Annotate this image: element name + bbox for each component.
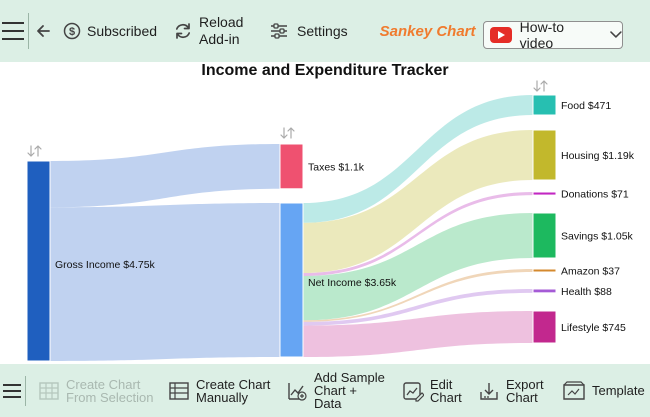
- sankey-node-lifestyle[interactable]: [532, 310, 557, 344]
- sankey-node-taxes[interactable]: [279, 143, 304, 190]
- create-chart-from-selection-button[interactable]: Create Chart From Selection: [38, 378, 154, 404]
- sort-arrows-icon[interactable]: [533, 80, 548, 92]
- sankey-node-label-amazon: Amazon $37: [561, 266, 620, 278]
- sankey-node-gross[interactable]: [26, 160, 51, 362]
- sankey-link-gross-taxes[interactable]: [50, 144, 280, 208]
- subscribed-label: Subscribed: [87, 23, 158, 39]
- top-toolbar: $ Subscribed Reload Add-in Settings Sank…: [0, 0, 650, 62]
- sankey-link-net-donations[interactable]: [303, 192, 533, 277]
- sankey-node-health[interactable]: [532, 288, 557, 294]
- sankey-node-label-savings: Savings $1.05k: [561, 231, 634, 243]
- sankey-link-net-amazon[interactable]: [303, 269, 533, 322]
- sort-arrows-icon[interactable]: [280, 127, 295, 139]
- sankey-node-label-health: Health $88: [561, 286, 612, 298]
- edit-chart-button[interactable]: Edit Chart: [402, 378, 464, 404]
- sankey-node-savings[interactable]: [532, 212, 557, 259]
- template-label: Template: [592, 383, 645, 398]
- settings-label: Settings: [297, 23, 348, 39]
- sankey-node-donations[interactable]: [532, 191, 557, 196]
- sankey-link-net-food[interactable]: [303, 95, 533, 223]
- sankey-node-food[interactable]: [532, 94, 557, 116]
- sankey-node-label-housing: Housing $1.19k: [561, 150, 635, 162]
- create-manually-label: Create Chart Manually: [196, 376, 271, 405]
- chart-add-icon: [288, 382, 307, 401]
- reload-addin-button[interactable]: Reload Add-in: [173, 14, 247, 48]
- toolbar-divider: [28, 13, 29, 49]
- bottom-toolbar: Create Chart From Selection Create Chart…: [0, 364, 650, 417]
- sankey-link-net-housing[interactable]: [303, 130, 533, 274]
- back-button[interactable]: [35, 23, 51, 39]
- sankey-node-label-lifestyle: Lifestyle $745: [561, 322, 626, 334]
- sankey-node-label-gross: Gross Income $4.75k: [55, 259, 156, 271]
- sankey-node-label-donations: Donations $71: [561, 189, 629, 201]
- reload-label: Reload Add-in: [199, 14, 244, 47]
- edit-chart-label: Edit Chart: [430, 376, 462, 405]
- settings-button[interactable]: Settings: [269, 22, 348, 40]
- youtube-icon: [490, 27, 512, 43]
- table-icon: [39, 381, 59, 400]
- chart-title: Income and Expenditure Tracker: [201, 62, 449, 79]
- sankey-link-net-lifestyle[interactable]: [303, 311, 533, 357]
- create-from-selection-label: Create Chart From Selection: [66, 376, 154, 405]
- template-button[interactable]: Template: [562, 380, 645, 402]
- add-sample-label: Add Sample Chart + Data: [314, 370, 385, 411]
- chevron-down-icon: [610, 31, 622, 38]
- sankey-node-label-net: Net Income $3.65k: [308, 277, 397, 289]
- howto-video-dropdown[interactable]: How-to video: [483, 19, 623, 51]
- add-sample-chart-button[interactable]: Add Sample Chart + Data: [286, 371, 388, 410]
- sankey-link-net-health[interactable]: [303, 289, 533, 326]
- sankey-node-label-taxes: Taxes $1.1k: [308, 161, 365, 173]
- sort-arrows-icon[interactable]: [27, 145, 42, 157]
- refresh-icon: [175, 23, 191, 39]
- brand-title: Sankey Chart: [379, 22, 476, 40]
- arrow-left-icon: [37, 25, 50, 37]
- sankey-node-amazon[interactable]: [532, 268, 557, 273]
- sankey-node-housing[interactable]: [532, 129, 557, 181]
- export-chart-button[interactable]: Export Chart: [478, 378, 546, 404]
- svg-text:$: $: [69, 26, 75, 38]
- howto-label: How-to video: [519, 19, 565, 51]
- table-list-icon: [169, 381, 189, 400]
- sankey-node-net[interactable]: [279, 202, 304, 358]
- hamburger-menu-icon[interactable]: [2, 22, 24, 40]
- export-icon: [480, 382, 498, 400]
- export-chart-label: Export Chart: [506, 376, 544, 405]
- dollar-circle-icon: $: [63, 22, 81, 40]
- sliders-icon: [271, 23, 288, 39]
- sankey-node-label-food: Food $471: [561, 100, 611, 112]
- toolbar-divider: [25, 375, 26, 406]
- sankey-link-net-savings[interactable]: [303, 213, 533, 321]
- create-chart-manually-button[interactable]: Create Chart Manually: [168, 378, 272, 404]
- edit-chart-icon: [403, 381, 424, 402]
- sankey-link-gross-net[interactable]: [50, 203, 280, 361]
- hamburger-menu-icon[interactable]: [3, 383, 21, 398]
- template-icon: [563, 380, 585, 400]
- subscribed-button[interactable]: $ Subscribed: [63, 22, 157, 40]
